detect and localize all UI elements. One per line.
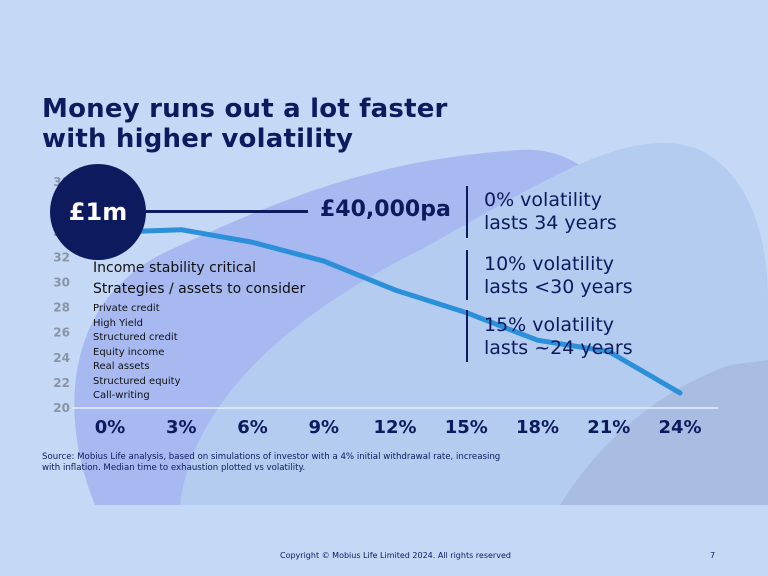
x-tick-label: 18% — [516, 417, 559, 438]
income-stability-heading: Income stability critical — [93, 260, 256, 276]
volatility-divider-3 — [466, 310, 468, 362]
strategy-item: Real assets — [93, 361, 150, 372]
y-tick-label: 30 — [53, 275, 70, 289]
volatility-callout-15: 15% volatility lasts ~24 years — [484, 314, 633, 360]
copyright-footer: Copyright © Mobius Life Limited 2024. Al… — [280, 551, 511, 560]
volatility-callout-0-line2: lasts 34 years — [484, 212, 617, 234]
strategy-item: High Yield — [93, 317, 143, 329]
volatility-callout-10-line2: lasts <30 years — [484, 276, 633, 298]
x-tick-label: 12% — [373, 417, 416, 438]
title-line-2: with higher volatility — [42, 124, 354, 154]
slide-title: Money runs out a lot faster with higher … — [42, 94, 448, 154]
strategy-list: Private credit High Yield Structured cre… — [93, 302, 181, 404]
y-tick-label: 32 — [53, 250, 70, 264]
x-tick-label: 6% — [237, 417, 268, 438]
background-swoosh-light — [180, 142, 768, 505]
volatility-divider-2 — [466, 250, 468, 300]
income-label: £40,000pa — [320, 197, 451, 222]
x-tick-label: 21% — [587, 417, 630, 438]
title-line-1: Money runs out a lot faster — [42, 94, 448, 124]
x-tick-label: 15% — [445, 417, 488, 438]
source-note: Source: Mobius Life analysis, based on s… — [42, 452, 501, 473]
x-tick-label: 9% — [308, 417, 339, 438]
strategy-item: Call-writing — [93, 390, 150, 401]
y-tick-label: 28 — [53, 301, 70, 315]
capital-label: £1m — [68, 198, 128, 226]
x-tick-label: 24% — [658, 417, 701, 438]
page-number: 7 — [710, 551, 716, 560]
series-line — [107, 227, 683, 396]
strategy-item: Structured credit — [93, 332, 178, 343]
connector-line — [146, 210, 308, 213]
volatility-callout-0-line1: 0% volatility — [484, 189, 602, 211]
volatility-callout-0: 0% volatility lasts 34 years — [484, 189, 617, 235]
volatility-callout-15-line1: 15% volatility — [484, 314, 615, 336]
x-tick-label: 3% — [166, 417, 197, 438]
y-tick-label: 26 — [53, 326, 70, 340]
strategy-item: Equity income — [93, 346, 165, 358]
y-tick-label: 20 — [53, 401, 70, 415]
volatility-callout-15-line2: lasts ~24 years — [484, 337, 633, 359]
y-tick-label: 22 — [53, 376, 70, 390]
strategy-item: Private credit — [93, 303, 160, 314]
strategies-heading: Strategies / assets to consider — [93, 281, 306, 297]
y-tick-label: 24 — [53, 351, 70, 365]
background-bottom-band — [560, 360, 768, 505]
strategy-item: Structured equity — [93, 375, 181, 387]
capital-circle: £1m — [50, 164, 146, 260]
volatility-divider-1 — [466, 186, 468, 238]
volatility-callout-10-line1: 10% volatility — [484, 253, 615, 275]
x-tick-label: 0% — [95, 417, 126, 438]
volatility-callout-10: 10% volatility lasts <30 years — [484, 253, 633, 299]
